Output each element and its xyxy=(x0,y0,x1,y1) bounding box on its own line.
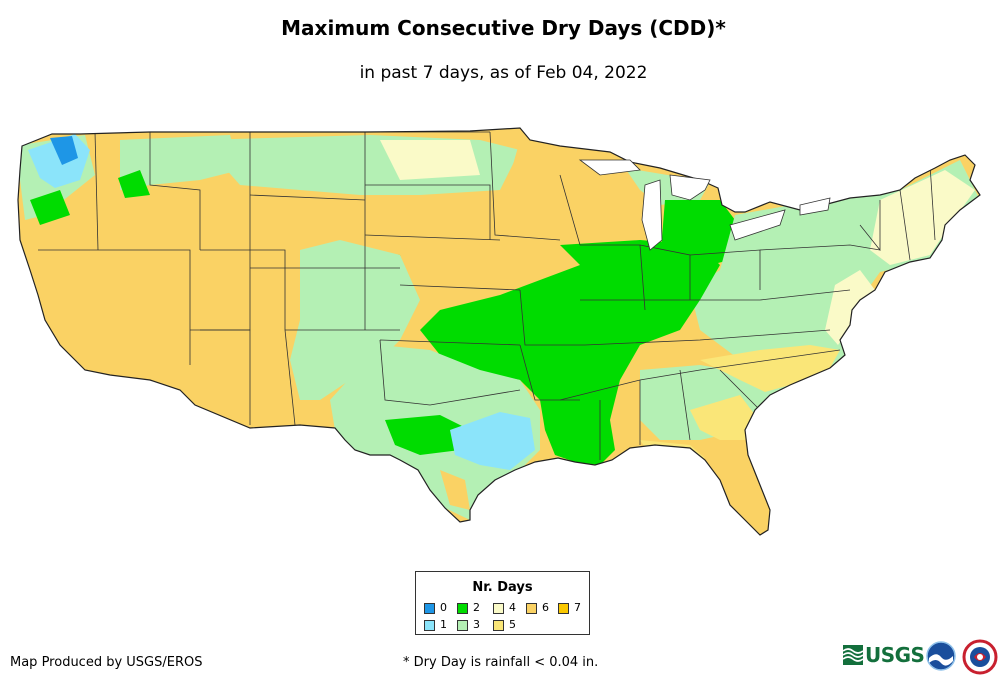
usgs-wordmark: USGS xyxy=(865,643,925,667)
cdd-5-carolinas xyxy=(700,345,840,392)
cdd-2-central-texas xyxy=(385,415,470,455)
dry-day-footnote: * Dry Day is rainfall < 0.04 in. xyxy=(403,655,599,670)
cdd-2-mississippi-valley xyxy=(420,240,720,465)
cdd-4-mid-atlantic xyxy=(825,270,875,345)
legend-swatch xyxy=(526,602,537,614)
legend-swatch xyxy=(457,602,468,614)
legend-label: 0 xyxy=(440,601,447,614)
legend: Nr. Days 0 1 2 3 4 5 6 7 xyxy=(415,571,590,635)
legend-label: 5 xyxy=(509,618,516,631)
legend-swatch xyxy=(424,619,435,631)
legend-swatch xyxy=(493,602,504,614)
cdd-1-east-texas xyxy=(450,412,535,470)
legend-swatch xyxy=(558,602,569,614)
legend-label: 7 xyxy=(574,601,581,614)
map-credit: Map Produced by USGS/EROS xyxy=(10,655,203,670)
cdd-2-idaho xyxy=(118,170,150,198)
map-subtitle: in past 7 days, as of Feb 04, 2022 xyxy=(359,63,648,83)
legend-item-2: 2 xyxy=(457,602,480,614)
cdd-6-florida xyxy=(650,440,770,535)
legend-item-0: 0 xyxy=(424,602,447,614)
cdd-2-oregon-coast xyxy=(30,190,70,225)
legend-label: 3 xyxy=(473,618,480,631)
state-boundaries xyxy=(38,131,936,460)
legend-swatch xyxy=(424,602,435,614)
usgs-logo: USGS xyxy=(843,641,925,669)
great-lakes xyxy=(578,159,831,251)
map-title: Maximum Consecutive Dry Days (CDD)* xyxy=(281,16,726,40)
legend-item-1: 1 xyxy=(424,619,447,631)
noaa-logo-icon xyxy=(926,641,956,671)
nws-logo-icon xyxy=(962,639,998,675)
legend-item-7: 7 xyxy=(558,602,581,614)
legend-swatch xyxy=(493,619,504,631)
legend-label: 1 xyxy=(440,618,447,631)
usgs-wave-icon xyxy=(843,645,863,665)
cdd-0-olympic xyxy=(50,136,78,165)
cdd-6-south-texas xyxy=(440,470,470,510)
legend-item-3: 3 xyxy=(457,619,480,631)
legend-title: Nr. Days xyxy=(472,580,533,595)
cdd-3-southeast xyxy=(640,345,850,440)
cdd-4-north-dakota xyxy=(380,140,480,180)
legend-item-4: 4 xyxy=(493,602,516,614)
legend-label: 2 xyxy=(473,601,480,614)
legend-label: 4 xyxy=(509,601,516,614)
cdd-6-minnesota xyxy=(510,140,640,200)
cdd-5-georgia xyxy=(690,395,755,440)
cdd-3-southern-rockies xyxy=(290,240,420,400)
legend-item-5: 5 xyxy=(493,619,516,631)
legend-item-6: 6 xyxy=(526,602,549,614)
legend-label: 6 xyxy=(542,601,549,614)
cdd-4-new-england xyxy=(870,170,975,265)
legend-swatch xyxy=(457,619,468,631)
